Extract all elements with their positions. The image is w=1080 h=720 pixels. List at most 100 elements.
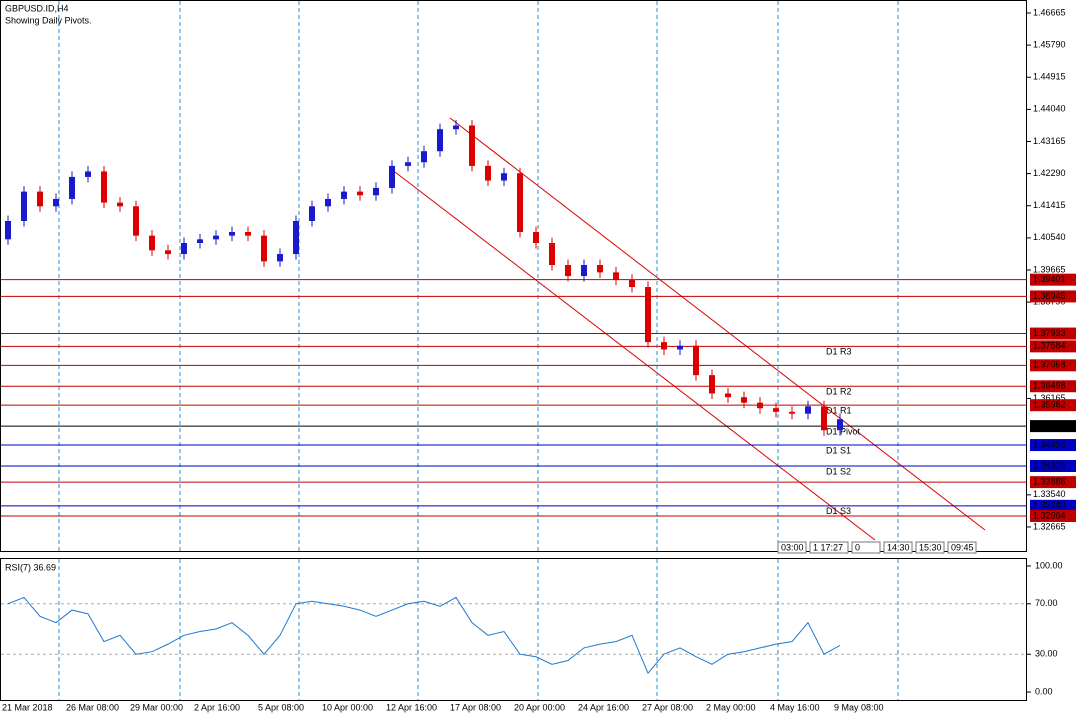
x-tick-label: 26 Mar 08:00	[66, 702, 119, 712]
y-tick-label: 1.43165	[1033, 136, 1066, 146]
candle-body	[325, 198, 331, 207]
level-label: 1.35412	[1033, 420, 1066, 430]
time-box	[915, 541, 945, 554]
candle-body	[693, 345, 699, 376]
x-tick-label: 20 Apr 00:00	[514, 702, 565, 712]
pivot-label: D1 S1	[826, 445, 851, 455]
candle-body	[5, 220, 11, 240]
x-tick-label: 2 May 00:00	[706, 702, 756, 712]
x-tick-label: 10 Apr 00:00	[322, 702, 373, 712]
candle-body	[165, 250, 171, 255]
y-tick-label: 0.00	[1035, 686, 1053, 696]
candle-body	[53, 198, 59, 207]
level-tag	[1030, 327, 1076, 340]
time-box-label: 1 17:27	[813, 542, 843, 552]
y-tick-label: 1.46665	[1033, 7, 1066, 17]
y-tick-label: 100.00	[1035, 560, 1063, 570]
candle-body	[197, 239, 203, 243]
candle-body	[485, 165, 491, 181]
time-box-label: 15:30	[919, 542, 942, 552]
level-tag	[1030, 340, 1076, 353]
level-label: 1.39401	[1033, 274, 1066, 284]
level-tag	[1030, 399, 1076, 412]
x-tick-label: 12 Apr 16:00	[386, 702, 437, 712]
level-tag	[1030, 459, 1076, 472]
x-tick-label: 2 Apr 16:00	[194, 702, 240, 712]
candle-body	[421, 151, 427, 163]
candle-body	[437, 129, 443, 152]
candle-body	[149, 235, 155, 251]
candle-body	[245, 231, 251, 236]
candle-body	[373, 187, 379, 196]
time-box-label: 0	[855, 542, 860, 552]
level-tag	[1030, 499, 1076, 512]
candle-body	[133, 206, 139, 236]
level-tag	[1030, 380, 1076, 393]
x-tick-label: 9 May 08:00	[834, 702, 884, 712]
rsi-line	[7, 596, 841, 675]
candle-body	[85, 171, 91, 177]
candle-body	[469, 125, 475, 166]
y-tick-label: 1.41415	[1033, 200, 1066, 210]
candle-body	[629, 279, 635, 288]
level-label: 1.38945	[1033, 291, 1066, 301]
time-box	[883, 541, 913, 554]
candle-body	[661, 342, 667, 350]
candle-body	[293, 220, 299, 255]
level-label: 1.37068	[1033, 360, 1066, 370]
pivot-label: D1 Pivot	[826, 426, 861, 436]
candle-body	[229, 231, 235, 236]
level-label: 1.33240	[1033, 500, 1066, 510]
x-tick-label: 29 Mar 00:00	[130, 702, 183, 712]
candle-body	[101, 171, 107, 203]
level-label: 1.37584	[1033, 341, 1066, 351]
pivot-label: D1 S3	[826, 506, 851, 516]
chart-title: GBPUSD.ID,H4	[5, 3, 69, 13]
x-tick-label: 5 Apr 08:00	[258, 702, 304, 712]
trend-line	[449, 117, 986, 531]
candle-body	[357, 191, 363, 196]
x-tick-label: 27 Apr 08:00	[642, 702, 693, 712]
y-tick-label: 1.36165	[1033, 393, 1066, 403]
candle-body	[37, 191, 43, 207]
trend-line	[394, 171, 876, 541]
y-tick-label: 1.33540	[1033, 489, 1066, 499]
y-tick-label: 1.32665	[1033, 521, 1066, 531]
time-box	[851, 541, 881, 554]
x-tick-label: 4 May 16:00	[770, 702, 820, 712]
level-tag	[1030, 509, 1076, 522]
level-label: 1.36498	[1033, 381, 1066, 391]
x-tick-label: 24 Apr 16:00	[578, 702, 629, 712]
candle-body	[405, 162, 411, 166]
level-tag	[1030, 290, 1076, 303]
y-tick-label: 30.00	[1035, 649, 1058, 659]
pivot-label: D1 S2	[826, 466, 851, 476]
candle-body	[645, 287, 651, 343]
candle-body	[581, 265, 587, 277]
price-panel	[0, 0, 1027, 552]
level-label: 1.35982	[1033, 400, 1066, 410]
candle-body	[789, 411, 795, 414]
candle-body	[261, 235, 267, 262]
chart-subtitle: Showing Daily Pivots.	[5, 15, 92, 25]
candle-body	[821, 406, 827, 431]
time-box-label: 09:45	[951, 542, 974, 552]
candle-body	[453, 125, 459, 130]
time-box	[809, 541, 849, 554]
level-tag	[1030, 273, 1076, 286]
level-label: 1.32964	[1033, 510, 1066, 520]
candle-body	[517, 173, 523, 232]
candle-body	[181, 242, 187, 255]
level-label: 1.34326	[1033, 460, 1066, 470]
time-box	[777, 541, 807, 554]
candle-body	[549, 242, 555, 266]
y-tick-label: 70.00	[1035, 598, 1058, 608]
level-label: 1.37933	[1033, 328, 1066, 338]
pivot-label: D1 R3	[826, 347, 852, 357]
time-box	[947, 541, 977, 554]
candle-body	[69, 176, 75, 199]
rsi-title: RSI(7) 36.69	[5, 562, 56, 572]
level-tag	[1030, 359, 1076, 372]
candle-body	[533, 231, 539, 243]
